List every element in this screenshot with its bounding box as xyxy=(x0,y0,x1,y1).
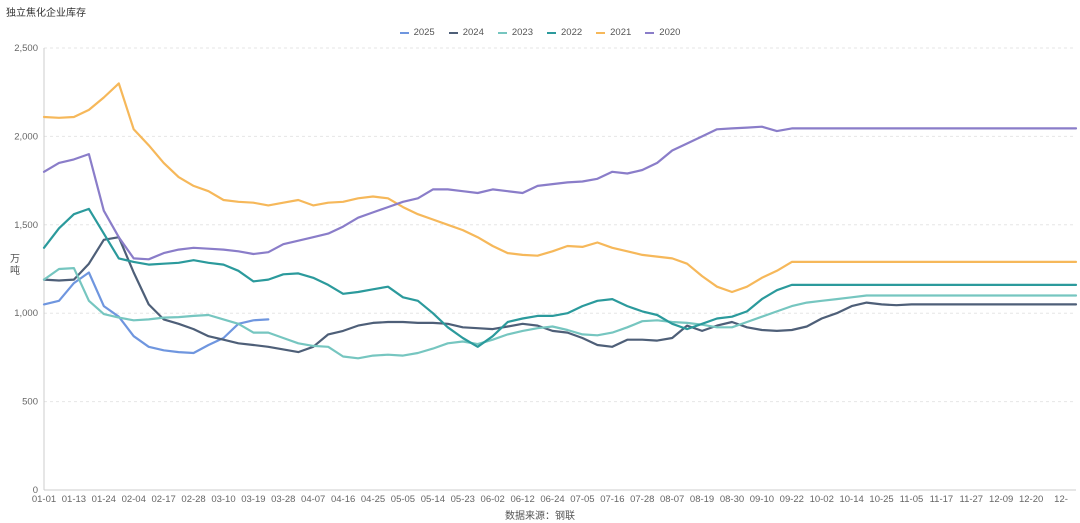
y-tick-label: 2,500 xyxy=(14,43,38,54)
legend-item-2020[interactable]: 2020 xyxy=(645,27,680,38)
y-tick-label: 2,000 xyxy=(14,131,38,142)
legend-item-2022[interactable]: 2022 xyxy=(547,27,582,38)
x-tick-label: 04-16 xyxy=(331,494,355,505)
x-tick-label: 06-02 xyxy=(481,494,505,505)
x-tick-label: 02-17 xyxy=(151,494,175,505)
x-tick-label: 12- xyxy=(1054,494,1068,505)
series-line-2020 xyxy=(42,125,1078,261)
x-tick-label: 09-10 xyxy=(750,494,774,505)
legend-label: 2023 xyxy=(511,27,533,38)
x-tick-label: 11-17 xyxy=(930,494,954,505)
series-line-2021 xyxy=(42,82,1078,294)
x-tick-label: 09-22 xyxy=(780,494,804,505)
x-tick-label: 01-24 xyxy=(92,494,116,505)
x-tick-label: 08-07 xyxy=(660,494,684,505)
x-tick-label: 03-19 xyxy=(241,494,265,505)
x-tick-label: 03-10 xyxy=(211,494,235,505)
x-tick-label: 06-12 xyxy=(510,494,534,505)
x-tick-label: 05-23 xyxy=(451,494,475,505)
x-tick-label: 11-27 xyxy=(960,494,984,505)
chart-title: 独立焦化企业库存 xyxy=(6,8,86,19)
x-tick-label: 04-07 xyxy=(301,494,325,505)
x-tick-label: 05-14 xyxy=(421,494,445,505)
y-tick-label: 1,500 xyxy=(14,220,38,231)
legend-swatch xyxy=(497,31,507,34)
legend-swatch xyxy=(645,31,655,34)
legend-item-2025[interactable]: 2025 xyxy=(399,27,435,38)
x-tick-label: 07-16 xyxy=(600,494,624,505)
series-line-2024 xyxy=(42,236,1078,354)
x-tick-label: 01-01 xyxy=(32,494,56,505)
legend-label: 2025 xyxy=(413,27,435,38)
legend-label: 2022 xyxy=(561,27,583,38)
x-tick-label: 12-20 xyxy=(1019,494,1043,505)
y-tick-label: 1,000 xyxy=(14,308,38,319)
legend-swatch xyxy=(399,31,409,34)
x-tick-label: 02-28 xyxy=(181,494,205,505)
legend-item-2021[interactable]: 2021 xyxy=(596,27,631,38)
series-line-2023 xyxy=(42,267,1078,360)
data-source: 数据来源：钢联 xyxy=(505,511,575,522)
legend-label: 2020 xyxy=(659,27,681,38)
y-tick-label: 0 xyxy=(33,485,38,496)
x-tick-label: 04-25 xyxy=(361,494,385,505)
series-line-2025 xyxy=(42,271,270,355)
x-tick-label: 10-25 xyxy=(869,494,893,505)
x-tick-label: 07-28 xyxy=(630,494,654,505)
x-tick-label: 12-09 xyxy=(989,494,1013,505)
x-tick-label: 07-05 xyxy=(570,494,594,505)
series-line-2022 xyxy=(42,207,1078,348)
x-tick-label: 10-14 xyxy=(839,494,863,505)
legend-item-2023[interactable]: 2023 xyxy=(497,27,533,38)
x-tick-label: 08-30 xyxy=(720,494,744,505)
x-tick-label: 05-05 xyxy=(391,494,415,505)
legend-swatch xyxy=(448,31,458,34)
y-tick-label: 500 xyxy=(22,397,38,408)
legend-item-2024[interactable]: 2024 xyxy=(448,27,484,38)
legend: 2025 2024 2023 2022 2021 2020 xyxy=(0,27,1080,38)
x-tick-label: 02-04 xyxy=(122,494,146,505)
y-axis-label: 万吨 xyxy=(10,254,20,277)
x-tick-label: 08-19 xyxy=(690,494,714,505)
legend-swatch xyxy=(596,31,606,34)
legend-label: 2024 xyxy=(462,27,484,38)
x-tick-label: 11-05 xyxy=(900,494,924,505)
legend-swatch xyxy=(547,31,556,34)
x-tick-label: 10-02 xyxy=(810,494,834,505)
x-tick-label: 03-28 xyxy=(271,494,295,505)
x-tick-label: 06-24 xyxy=(540,494,564,505)
legend-label: 2021 xyxy=(610,27,632,38)
x-tick-label: 01-13 xyxy=(62,494,86,505)
